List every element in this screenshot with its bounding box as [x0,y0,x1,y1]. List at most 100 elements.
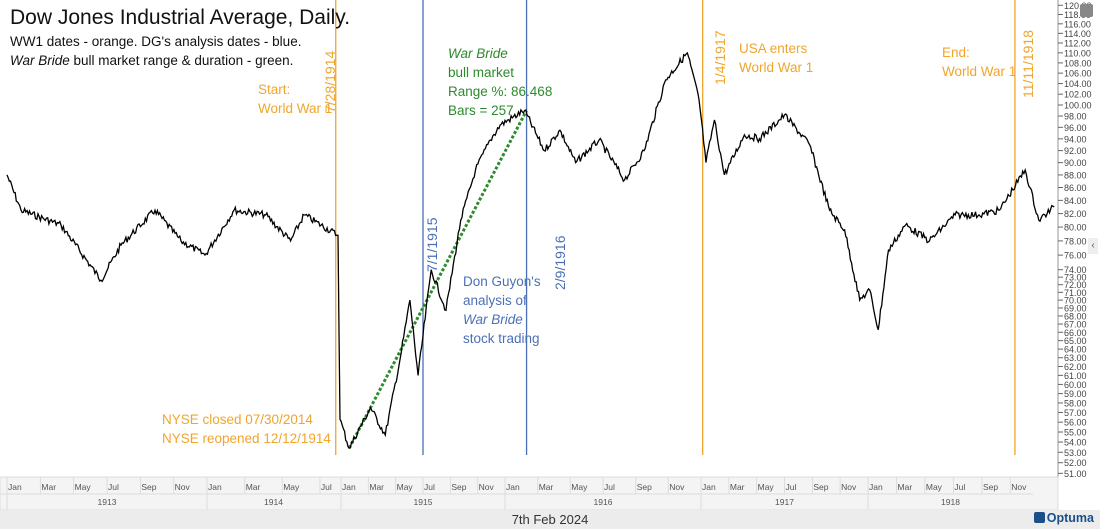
y-tick-label: 58.00 [1064,398,1087,408]
x-month-label: Nov [669,482,685,492]
y-tick-label: 65.00 [1064,336,1087,346]
y-tick-label: 67.00 [1064,320,1087,330]
x-month-label: May [571,482,588,492]
y-tick-label: 70.00 [1064,296,1087,306]
y-tick-label: 62.00 [1064,362,1087,372]
optuma-logo-icon [1033,512,1045,523]
y-tick-label: 98.00 [1064,112,1087,122]
date-label-7-28-1914: 7/28/1914 [322,50,338,113]
date-label-1-4-1917: 1/4/1917 [712,30,728,86]
subtitle-line2: bull market range & duration - green. [69,53,294,68]
war-bride-annotation: War Bride bull market Range %: 86.468 Ba… [448,44,552,120]
x-year-label: 1914 [264,497,283,507]
y-tick-label: 108.00 [1064,58,1092,68]
x-month-label: Jul [424,482,435,492]
usa-annotation: USA enters World War 1 [739,39,813,77]
x-year-label: 1917 [775,497,794,507]
x-month-label: May [75,482,92,492]
lock-icon[interactable] [1080,4,1093,17]
nyse-annotation: NYSE closed 07/30/2014 NYSE reopened 12/… [162,410,331,448]
x-month-label: May [283,482,300,492]
y-tick-label: 84.00 [1064,196,1087,206]
x-month-label: Sep [983,482,998,492]
x-year-label: 1915 [414,497,433,507]
start-annotation: Start: World War 1 [258,80,332,118]
y-tick-label: 71.00 [1064,288,1087,298]
x-month-label: Jan [8,482,22,492]
x-month-label: Jul [321,482,332,492]
y-tick-label: 59.00 [1064,389,1087,399]
war-bride-line: bull market [448,65,515,80]
y-tick-label: 80.00 [1064,223,1087,233]
dg-line4: stock trading [463,331,540,346]
subtitle-war-bride: War Bride [10,53,70,68]
y-tick-label: 120.00 [1064,1,1092,11]
y-tick-label: 116.00 [1064,19,1091,29]
x-month-label: Mar [730,482,745,492]
footer-date: 7th Feb 2024 [511,512,589,527]
date-label-7-1-1915: 7/1/1915 [424,217,440,273]
y-tick-label: 63.00 [1064,353,1087,363]
x-month-label: May [758,482,775,492]
collapse-panel-button[interactable]: ‹ [1088,238,1098,254]
x-month-label: Jul [786,482,797,492]
y-tick-label: 82.00 [1064,209,1087,219]
war-bride-title: War Bride [448,46,508,61]
y-tick-label: 96.00 [1064,123,1087,133]
x-axis: Jan Mar May Jul Sep Nov Jan Mar May Jul Jan Mar May J… [0,476,1059,510]
y-axis: 120.00118.00116.00114.00112.00110.00108.… [1057,0,1092,479]
war-bride-trend-line [347,109,528,449]
y-tick-label: 55.00 [1064,428,1087,438]
chart-subtitle: WW1 dates - orange. DG's analysis dates … [10,32,301,70]
x-month-label: Jan [342,482,356,492]
y-tick-label: 68.00 [1064,311,1087,321]
x-month-label: Mar [369,482,384,492]
usa-line2: World War 1 [739,60,814,75]
price-chart: 120.00118.00116.00114.00112.00110.00108.… [0,0,1092,510]
x-month-label: Sep [637,482,652,492]
y-tick-label: 53.00 [1064,448,1087,458]
x-month-label: Jan [208,482,222,492]
start-label: Start: [258,82,291,97]
y-tick-label: 110.00 [1064,48,1091,58]
chart-title: Dow Jones Industrial Average, Daily. [10,6,351,29]
subtitle-line1: WW1 dates - orange. DG's analysis dates … [10,34,302,49]
x-month-label: Mar [539,482,554,492]
y-tick-label: 64.00 [1064,345,1087,355]
x-month-label: Mar [41,482,56,492]
war-bride-range: Range %: 86.468 [448,84,553,99]
date-label-2-9-1916: 2/9/1916 [552,235,568,291]
x-month-label: Nov [175,482,191,492]
x-month-label: Mar [246,482,261,492]
y-tick-label: 60.00 [1064,380,1087,390]
x-month-label: Jan [702,482,716,492]
x-month-label: Sep [451,482,466,492]
x-month-label: Nov [841,482,857,492]
dg-line2: analysis of [463,293,527,308]
x-month-label: Jul [954,482,965,492]
usa-line1: USA enters [739,41,808,56]
y-tick-label: 76.00 [1064,251,1087,261]
x-month-label: Nov [479,482,495,492]
dg-annotation: Don Guyon's analysis of War Bride stock … [463,272,541,348]
x-month-label: Jan [506,482,520,492]
y-tick-label: 94.00 [1064,134,1087,144]
price-line [6,51,1055,450]
dg-line1: Don Guyon's [463,274,541,289]
y-tick-label: 73.00 [1064,273,1087,283]
x-year-label: 1916 [594,497,613,507]
x-month-label: Jul [108,482,119,492]
y-tick-label: 86.00 [1064,183,1087,193]
y-tick-label: 57.00 [1064,408,1087,418]
x-month-label: Sep [813,482,828,492]
y-tick-label: 112.00 [1064,39,1091,49]
nyse-closed: NYSE closed 07/30/2014 [162,412,313,427]
x-year-label: 1918 [941,497,960,507]
y-tick-label: 72.00 [1064,280,1087,290]
y-tick-label: 69.00 [1064,303,1087,313]
y-tick-label: 61.00 [1064,371,1087,381]
y-tick-label: 56.00 [1064,418,1087,428]
y-tick-label: 114.00 [1064,29,1091,39]
date-label-11-11-1918: 11/11/1918 [1020,30,1036,98]
footer: 7th Feb 2024 Optuma [0,510,1100,529]
